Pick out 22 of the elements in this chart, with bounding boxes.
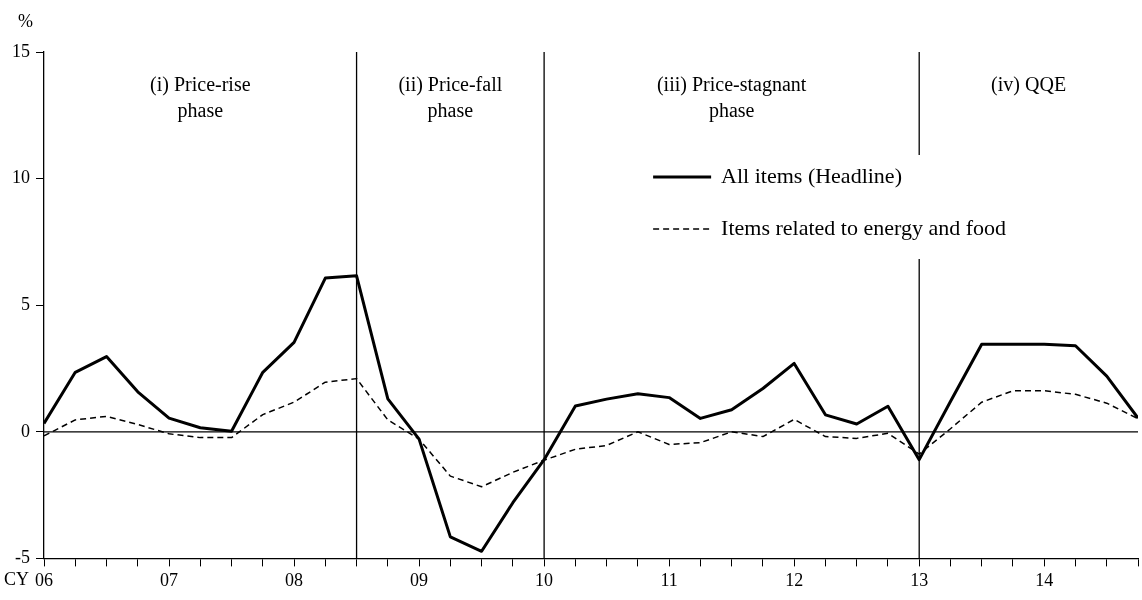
annotation: (ii) Price-fall phase: [398, 73, 503, 123]
x-tick-label: 14: [1035, 569, 1054, 590]
x-tick-label: 10: [535, 569, 554, 590]
annotation: (iii) Price-stagnant phase: [656, 73, 807, 123]
x-tick-label: 11: [660, 569, 678, 590]
x-tick-label: 06: [35, 569, 53, 590]
annotation: (i) Price-rise phase: [150, 73, 251, 123]
legend-label: All items (Headline): [721, 162, 902, 188]
y-tick-label: 0: [21, 420, 30, 441]
y-tick-label: 5: [21, 293, 30, 314]
x-tick-label: 09: [410, 569, 429, 590]
x-tick-label: 12: [785, 569, 804, 590]
annotation: (iv) QQE: [991, 73, 1067, 97]
x-tick-label: 13: [910, 569, 929, 590]
y-tick-label: -5: [15, 547, 30, 568]
legend-label: Items related to energy and food: [721, 214, 1007, 240]
y-axis-title: %: [18, 10, 33, 31]
x-axis-title: CY: [4, 569, 30, 590]
x-tick-label: 07: [160, 569, 179, 590]
x-tick-label: 08: [285, 569, 304, 590]
y-tick-label: 15: [12, 40, 30, 61]
y-tick-label: 10: [12, 167, 30, 188]
